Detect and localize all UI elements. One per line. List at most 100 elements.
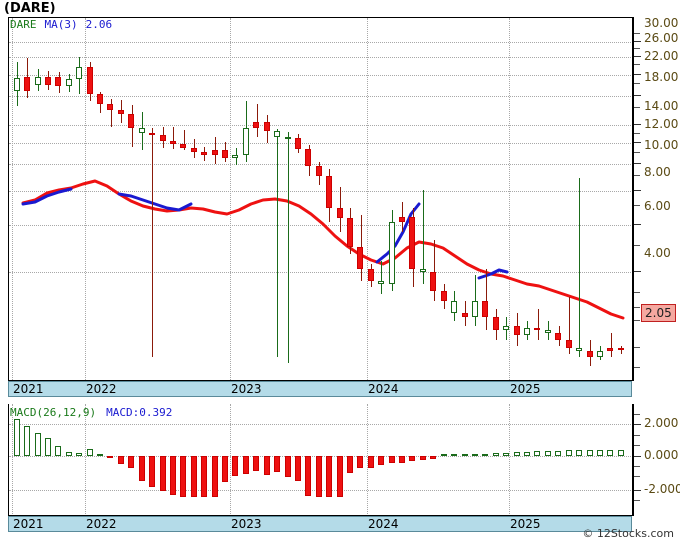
candle-body[interactable] xyxy=(493,316,500,331)
candle-body[interactable] xyxy=(24,76,31,91)
candle-body[interactable] xyxy=(76,66,83,80)
macd-bar[interactable] xyxy=(462,454,469,456)
candle-body[interactable] xyxy=(399,216,406,222)
macd-bar[interactable] xyxy=(368,456,375,468)
macd-bar[interactable] xyxy=(45,438,52,456)
candle-body[interactable] xyxy=(160,134,167,141)
candle-body[interactable] xyxy=(420,269,427,272)
candle-body[interactable] xyxy=(472,301,479,317)
macd-bar[interactable] xyxy=(399,456,406,463)
candle-body[interactable] xyxy=(545,330,552,333)
candle-body[interactable] xyxy=(337,208,344,219)
macd-bar[interactable] xyxy=(118,456,125,464)
candle-body[interactable] xyxy=(347,218,354,247)
candle-body[interactable] xyxy=(170,141,177,144)
macd-bar[interactable] xyxy=(149,456,156,487)
macd-bar[interactable] xyxy=(337,456,344,497)
macd-bar[interactable] xyxy=(618,449,625,456)
macd-bar[interactable] xyxy=(285,456,292,477)
macd-bar[interactable] xyxy=(607,449,614,456)
candle-body[interactable] xyxy=(378,280,385,285)
macd-bar[interactable] xyxy=(222,456,229,482)
candle-body[interactable] xyxy=(232,155,239,158)
candle-body[interactable] xyxy=(55,77,62,86)
candle-body[interactable] xyxy=(295,138,302,149)
candle-body[interactable] xyxy=(107,104,114,110)
candle-body[interactable] xyxy=(14,78,21,91)
macd-bar[interactable] xyxy=(35,432,42,456)
macd-bar[interactable] xyxy=(430,456,437,460)
candle-body[interactable] xyxy=(201,152,208,156)
candle-body[interactable] xyxy=(45,77,52,85)
macd-bar[interactable] xyxy=(514,452,521,456)
candle-body[interactable] xyxy=(191,147,198,153)
macd-bar[interactable] xyxy=(357,456,364,468)
candle-body[interactable] xyxy=(482,301,489,317)
candle-body[interactable] xyxy=(534,327,541,331)
macd-bar[interactable] xyxy=(347,456,354,473)
candle-body[interactable] xyxy=(243,128,250,156)
macd-bar[interactable] xyxy=(472,454,479,456)
macd-bar[interactable] xyxy=(482,453,489,456)
macd-bar[interactable] xyxy=(212,456,219,498)
candle-body[interactable] xyxy=(618,348,625,351)
candle-body[interactable] xyxy=(514,325,521,336)
macd-bar[interactable] xyxy=(597,449,604,456)
macd-chart-panel[interactable] xyxy=(8,404,632,516)
candle-body[interactable] xyxy=(264,121,271,131)
candle-body[interactable] xyxy=(253,121,260,129)
macd-bar[interactable] xyxy=(253,456,260,472)
macd-bar[interactable] xyxy=(576,450,583,456)
candle-body[interactable] xyxy=(149,133,156,136)
macd-bar[interactable] xyxy=(180,456,187,497)
macd-bar[interactable] xyxy=(389,456,396,464)
candle-body[interactable] xyxy=(274,130,281,137)
macd-bar[interactable] xyxy=(503,452,510,456)
candle-body[interactable] xyxy=(97,94,104,105)
candle-body[interactable] xyxy=(576,348,583,352)
macd-bar[interactable] xyxy=(66,452,73,456)
candle-body[interactable] xyxy=(587,351,594,357)
macd-bar[interactable] xyxy=(14,419,21,456)
macd-bar[interactable] xyxy=(264,456,271,476)
macd-bar[interactable] xyxy=(87,449,94,456)
macd-bar[interactable] xyxy=(441,454,448,456)
candle-body[interactable] xyxy=(524,327,531,336)
candle-body[interactable] xyxy=(597,351,604,357)
macd-bar[interactable] xyxy=(24,426,31,456)
candle-body[interactable] xyxy=(212,150,219,156)
macd-bar[interactable] xyxy=(55,446,62,456)
candle-body[interactable] xyxy=(222,150,229,158)
candle-body[interactable] xyxy=(441,290,448,302)
macd-bar[interactable] xyxy=(128,456,135,468)
candle-body[interactable] xyxy=(430,272,437,291)
macd-bar[interactable] xyxy=(587,450,594,456)
macd-bar[interactable] xyxy=(493,453,500,456)
macd-bar[interactable] xyxy=(201,456,208,497)
candle-body[interactable] xyxy=(389,221,396,285)
candle-body[interactable] xyxy=(607,348,614,352)
macd-bar[interactable] xyxy=(295,456,302,481)
candle-body[interactable] xyxy=(35,76,42,85)
macd-bar[interactable] xyxy=(534,451,541,456)
price-chart-panel[interactable] xyxy=(8,17,632,381)
candle-body[interactable] xyxy=(451,301,458,313)
macd-bar[interactable] xyxy=(305,456,312,496)
candle-body[interactable] xyxy=(66,79,73,86)
macd-bar[interactable] xyxy=(545,451,552,456)
macd-bar[interactable] xyxy=(232,456,239,476)
macd-bar[interactable] xyxy=(555,450,562,456)
macd-bar[interactable] xyxy=(316,456,323,497)
macd-bar[interactable] xyxy=(76,452,83,456)
macd-bar[interactable] xyxy=(191,456,198,497)
candle-body[interactable] xyxy=(368,269,375,281)
candle-body[interactable] xyxy=(316,166,323,176)
macd-plot-area[interactable] xyxy=(9,404,631,514)
candle-body[interactable] xyxy=(326,175,333,209)
price-plot-area[interactable] xyxy=(9,18,631,380)
macd-bar[interactable] xyxy=(420,456,427,461)
candle-body[interactable] xyxy=(139,128,146,134)
macd-bar[interactable] xyxy=(566,450,573,456)
candle-body[interactable] xyxy=(87,66,94,95)
candle-body[interactable] xyxy=(285,136,292,139)
